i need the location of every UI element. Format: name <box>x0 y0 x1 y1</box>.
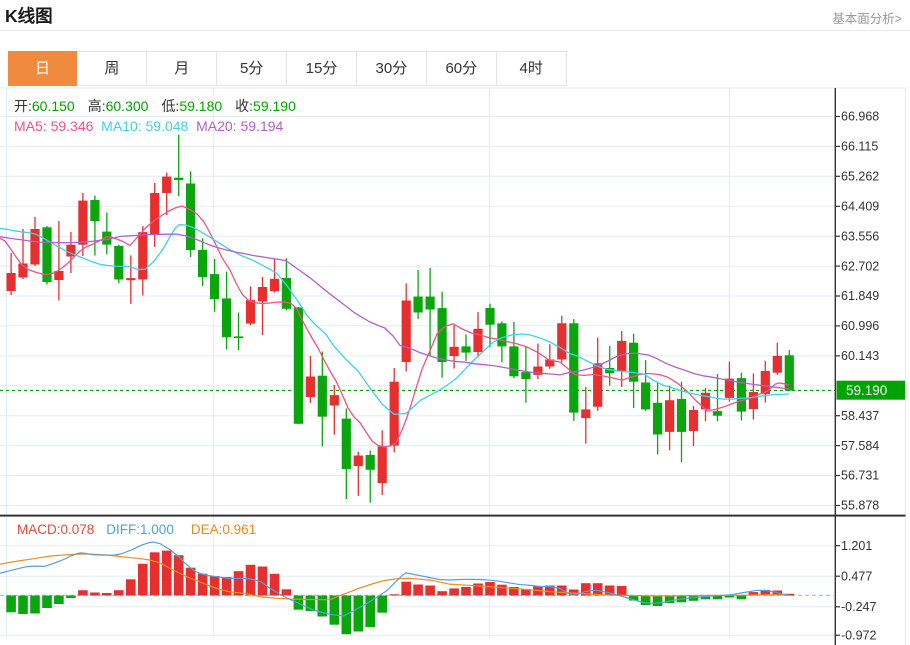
svg-text:66.968: 66.968 <box>841 110 879 124</box>
svg-text:61.849: 61.849 <box>841 289 879 303</box>
svg-text:56.731: 56.731 <box>841 469 879 483</box>
svg-text:55.878: 55.878 <box>841 499 879 513</box>
svg-text:57.584: 57.584 <box>841 439 879 453</box>
svg-text:66.115: 66.115 <box>841 140 878 154</box>
svg-text:65.262: 65.262 <box>841 170 879 184</box>
svg-text:1.201: 1.201 <box>841 539 872 553</box>
svg-text:60.996: 60.996 <box>841 319 879 333</box>
svg-text:-0.972: -0.972 <box>841 628 876 642</box>
svg-text:-0.247: -0.247 <box>841 600 876 614</box>
svg-text:62.702: 62.702 <box>841 259 879 273</box>
svg-text:63.556: 63.556 <box>841 229 879 243</box>
svg-text:58.437: 58.437 <box>841 409 879 423</box>
svg-text:59.190: 59.190 <box>846 383 887 398</box>
svg-text:64.409: 64.409 <box>841 200 879 214</box>
svg-text:0.477: 0.477 <box>841 569 872 583</box>
svg-text:60.143: 60.143 <box>841 349 879 363</box>
